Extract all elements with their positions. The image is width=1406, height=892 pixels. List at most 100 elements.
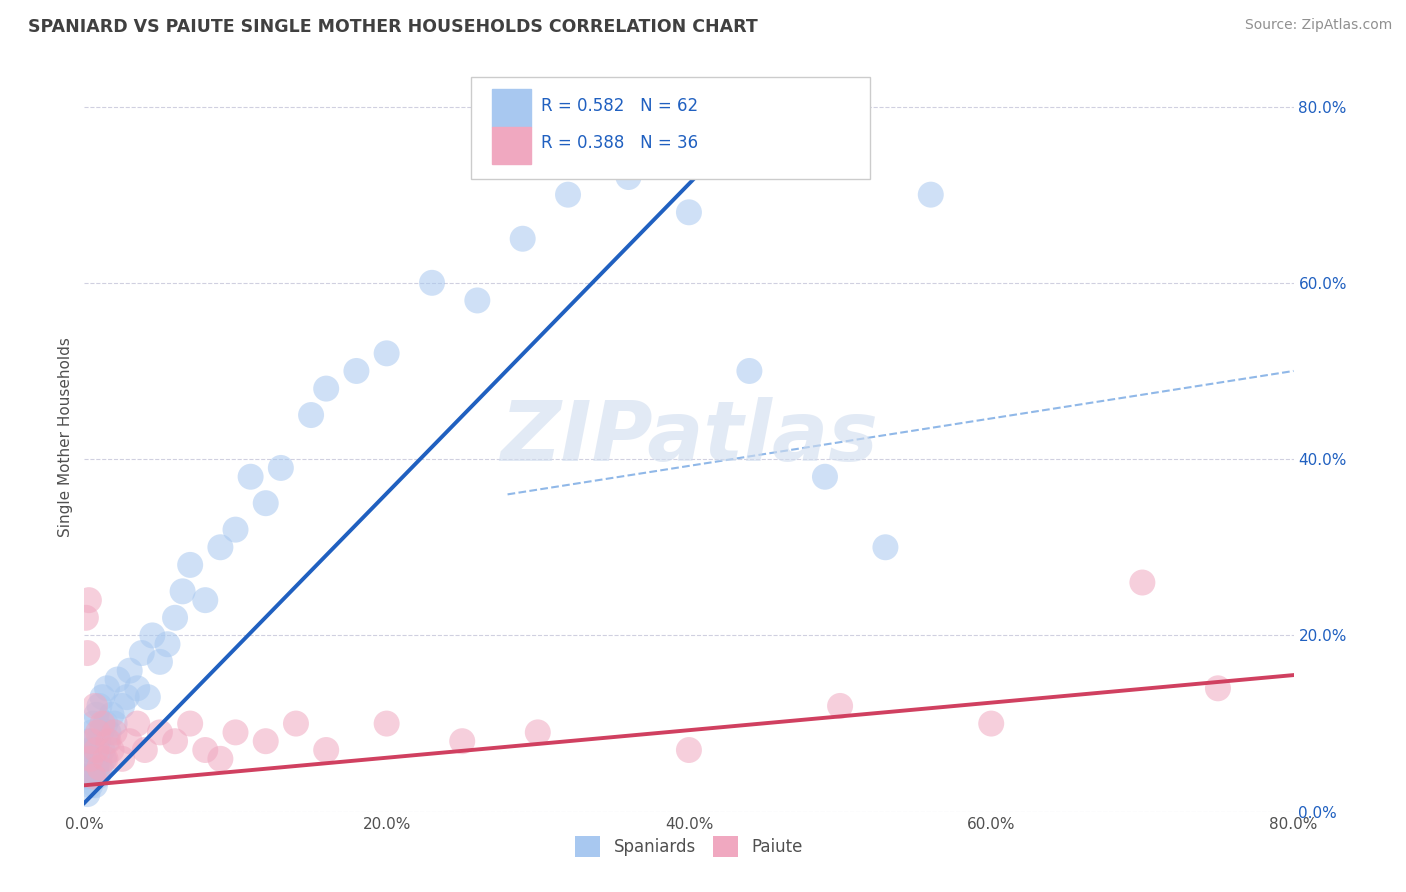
Point <box>165 611 187 625</box>
Point <box>104 716 127 731</box>
Point <box>254 496 277 510</box>
Text: R = 0.388   N = 36: R = 0.388 N = 36 <box>541 135 699 153</box>
Point <box>678 743 700 757</box>
Point <box>90 725 112 739</box>
Point <box>678 205 700 219</box>
Point <box>512 232 534 246</box>
Point <box>104 725 127 739</box>
Point <box>194 593 217 607</box>
Point <box>80 725 103 739</box>
Point <box>149 655 172 669</box>
FancyBboxPatch shape <box>471 78 870 178</box>
Point <box>79 743 101 757</box>
Point <box>980 716 1002 731</box>
Point <box>76 787 98 801</box>
Point <box>375 346 398 360</box>
Text: R = 0.582   N = 62: R = 0.582 N = 62 <box>541 97 699 115</box>
Point <box>156 637 179 651</box>
Point <box>111 698 134 713</box>
Point <box>134 743 156 757</box>
Point <box>270 461 292 475</box>
Point <box>86 707 108 722</box>
Point <box>87 725 110 739</box>
Point <box>209 541 232 555</box>
Text: Source: ZipAtlas.com: Source: ZipAtlas.com <box>1244 18 1392 32</box>
Point <box>80 734 103 748</box>
Point <box>115 690 138 705</box>
Point <box>239 469 262 483</box>
Point <box>87 734 110 748</box>
Y-axis label: Single Mother Households: Single Mother Households <box>58 337 73 537</box>
Point <box>179 558 201 572</box>
Point <box>77 752 100 766</box>
Point <box>179 716 201 731</box>
Point <box>93 752 115 766</box>
Point <box>299 408 322 422</box>
Point <box>91 690 114 705</box>
Point <box>79 752 101 766</box>
Point <box>467 293 489 308</box>
Text: SPANIARD VS PAIUTE SINGLE MOTHER HOUSEHOLDS CORRELATION CHART: SPANIARD VS PAIUTE SINGLE MOTHER HOUSEHO… <box>28 18 758 36</box>
Point <box>315 743 337 757</box>
Point <box>830 698 852 713</box>
Point <box>75 769 97 783</box>
Point <box>346 364 368 378</box>
Point <box>315 382 337 396</box>
Point <box>172 584 194 599</box>
Point <box>76 646 98 660</box>
Point <box>1130 575 1153 590</box>
Point <box>82 716 104 731</box>
Point <box>79 778 101 792</box>
Point <box>89 752 111 766</box>
Point <box>194 743 217 757</box>
Point <box>80 769 103 783</box>
Point <box>165 734 187 748</box>
Point <box>77 734 100 748</box>
Point <box>94 716 117 731</box>
Point <box>118 734 141 748</box>
Point <box>94 752 117 766</box>
Point <box>107 673 129 687</box>
Point <box>527 725 550 739</box>
Legend: Spaniards, Paiute: Spaniards, Paiute <box>569 830 808 863</box>
Point <box>127 716 149 731</box>
Point <box>451 734 474 748</box>
Point <box>136 690 159 705</box>
Point <box>738 364 761 378</box>
Point <box>96 681 118 696</box>
Point <box>225 523 247 537</box>
Point <box>100 743 122 757</box>
Point <box>875 541 897 555</box>
Point <box>97 734 120 748</box>
Point <box>84 778 107 792</box>
Point <box>814 469 837 483</box>
Point <box>375 716 398 731</box>
Point <box>131 646 153 660</box>
Point <box>617 169 640 184</box>
Point <box>285 716 308 731</box>
Point <box>1206 681 1229 696</box>
FancyBboxPatch shape <box>492 127 530 164</box>
Point <box>111 752 134 766</box>
Point <box>557 187 579 202</box>
Point <box>90 761 112 775</box>
Point <box>100 707 122 722</box>
Point <box>920 187 942 202</box>
Point <box>254 734 277 748</box>
Point <box>86 761 108 775</box>
Point <box>91 716 114 731</box>
Point <box>82 769 104 783</box>
Point <box>84 743 107 757</box>
Point <box>118 664 141 678</box>
Point <box>86 743 108 757</box>
Point <box>91 743 114 757</box>
Point <box>82 761 104 775</box>
Point <box>96 734 118 748</box>
Text: ZIPatlas: ZIPatlas <box>501 397 877 477</box>
Point <box>89 698 111 713</box>
Point <box>84 698 107 713</box>
Point <box>89 761 111 775</box>
Point <box>420 276 443 290</box>
Point <box>209 752 232 766</box>
Point <box>141 628 163 642</box>
